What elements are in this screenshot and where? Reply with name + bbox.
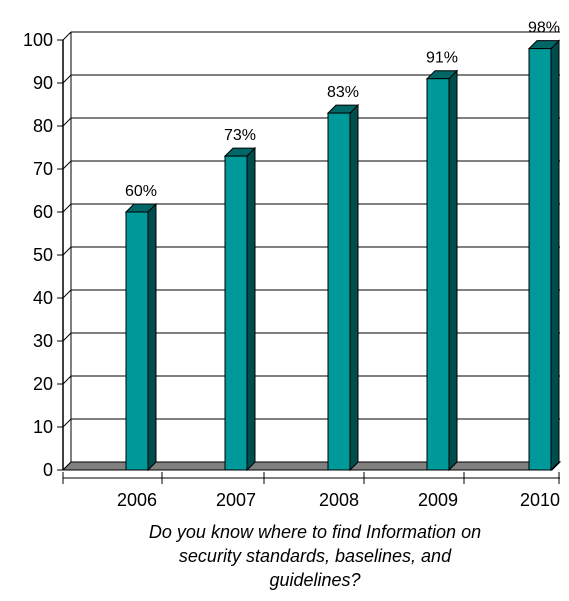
y-tick-label: 90: [33, 73, 53, 93]
bar-side: [147, 202, 157, 472]
bar-side: [349, 103, 359, 472]
y-tick-label: 60: [33, 202, 53, 222]
y-tick-label: 40: [33, 288, 53, 308]
side-wall-gridline: [62, 74, 72, 84]
x-axis-title: Do you know where to find Information on…: [100, 520, 530, 592]
x-axis-title-line-1: Do you know where to find Information on: [148, 522, 482, 542]
x-axis-title-line-2: security standards, baselines, and: [178, 546, 452, 566]
side-wall-gridline: [62, 332, 72, 342]
bar: [327, 112, 351, 471]
bar: [224, 155, 248, 471]
side-wall-gridline: [62, 31, 72, 41]
side-wall-gridline: [62, 117, 72, 127]
x-tick-label: 2010: [520, 490, 560, 510]
bar: [125, 211, 149, 471]
bar-data-label: 60%: [125, 183, 157, 200]
bar-data-label: 73%: [224, 127, 256, 144]
x-tick-label: 2009: [418, 490, 458, 510]
y-tick-label: 30: [33, 331, 53, 351]
y-tick-label: 80: [33, 116, 53, 136]
bar-side: [448, 69, 458, 472]
side-wall-gridline: [62, 375, 72, 385]
x-tick-label: 2008: [319, 490, 359, 510]
y-tick-label: 50: [33, 245, 53, 265]
bar-data-label: 91%: [426, 50, 458, 67]
bar: [528, 48, 552, 471]
y-tick-label: 20: [33, 374, 53, 394]
x-tick-label: 2006: [117, 490, 157, 510]
y-tick-label: 10: [33, 417, 53, 437]
bar-data-label: 83%: [327, 84, 359, 101]
x-tick-label: 2007: [216, 490, 256, 510]
bar: [426, 78, 450, 471]
y-tick-label: 100: [23, 30, 53, 50]
side-wall-gridline: [62, 246, 72, 256]
y-tick-label: 0: [43, 460, 53, 480]
side-wall-gridline: [62, 203, 72, 213]
x-axis-title-line-3: guidelines?: [269, 570, 361, 590]
bar-side: [550, 39, 560, 472]
bar-side: [246, 146, 256, 472]
side-wall-gridline: [62, 289, 72, 299]
y-tick-label: 70: [33, 159, 53, 179]
side-wall-gridline: [62, 418, 72, 428]
bar-data-label: 98%: [528, 20, 560, 37]
side-wall-gridline: [62, 160, 72, 170]
